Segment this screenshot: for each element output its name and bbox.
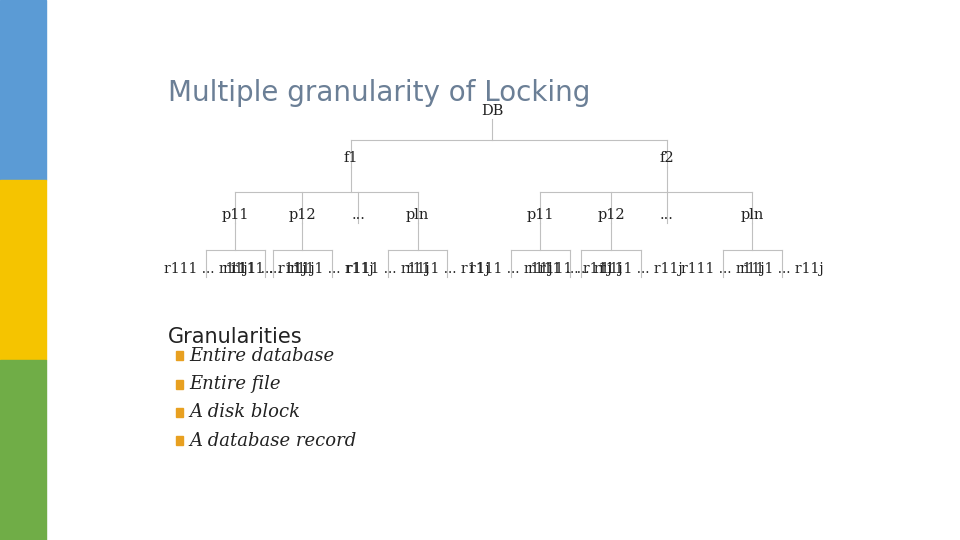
Text: r111 ... r11j: r111 ... r11j [290,262,373,276]
Bar [176,436,183,446]
Bar [176,408,183,417]
Text: r111 ... r11j: r111 ... r11j [224,262,307,276]
Text: ...: ... [351,207,365,221]
Text: ...: ... [660,207,674,221]
Text: p12: p12 [288,207,316,221]
Text: r111 ... r11j: r111 ... r11j [164,262,248,276]
Text: p11: p11 [527,207,554,221]
Text: f2: f2 [660,151,674,165]
Text: pln: pln [406,207,429,221]
Text: p12: p12 [597,207,625,221]
Bar [176,352,183,360]
Text: pln: pln [741,207,764,221]
Text: f1: f1 [344,151,358,165]
Text: r111 ... r11j: r111 ... r11j [599,262,683,276]
Text: r111 ... r11j: r111 ... r11j [528,262,612,276]
Text: r111 ... r11j: r111 ... r11j [540,262,623,276]
Text: A database record: A database record [189,431,356,450]
Text: Granularities: Granularities [168,327,303,347]
Text: DB: DB [481,104,503,118]
Text: r111 ... r11j: r111 ... r11j [740,262,824,276]
Text: p11: p11 [222,207,249,221]
Text: r111 ... r11j: r111 ... r11j [230,262,314,276]
Text: Entire file: Entire file [189,375,280,393]
Text: r111 ... r11j: r111 ... r11j [468,262,552,276]
Text: r111 ... r11j: r111 ... r11j [405,262,490,276]
Text: Entire database: Entire database [189,347,334,365]
Text: r111 ... r11j: r111 ... r11j [681,262,764,276]
Text: r111 ... r11j: r111 ... r11j [346,262,430,276]
Text: Multiple granularity of Locking: Multiple granularity of Locking [168,79,590,107]
Bar [176,380,183,389]
Text: A disk block: A disk block [189,403,300,421]
